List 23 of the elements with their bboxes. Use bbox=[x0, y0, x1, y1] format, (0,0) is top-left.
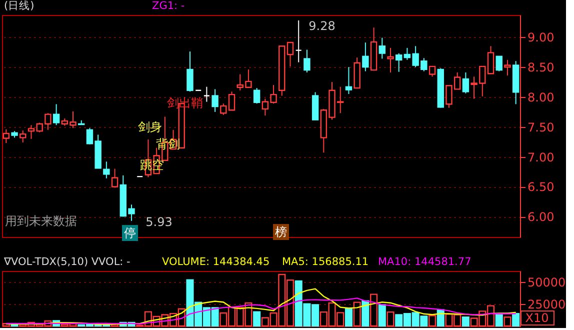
annotation: 停 bbox=[124, 226, 136, 240]
text: VOLUME: 144384.45 bbox=[162, 256, 270, 268]
annotation: 9.28 bbox=[308, 19, 336, 33]
annotation: 榜 bbox=[275, 225, 287, 239]
text: MA10: 144581.77 bbox=[378, 256, 472, 268]
annotation: 用到未来数据 bbox=[5, 214, 77, 228]
y-tick-label: 50000 bbox=[528, 276, 566, 290]
y-tick-label: 6.50 bbox=[528, 180, 554, 194]
annotation: 5.93 bbox=[146, 215, 172, 229]
y-tick-label: 7.50 bbox=[528, 120, 554, 134]
y-tick-label: 9.00 bbox=[528, 30, 554, 45]
annotation: 剑出鞘 bbox=[167, 96, 203, 110]
y-tick-label: 8.50 bbox=[528, 60, 554, 75]
y-tick-label: 8.00 bbox=[528, 90, 554, 104]
y-tick-label: 6.00 bbox=[528, 210, 554, 224]
annotation: 剑身 bbox=[138, 120, 162, 134]
text: MA5: 156885.11 bbox=[282, 256, 369, 268]
y-tick-label: 25000 bbox=[528, 298, 566, 312]
chart-title: (日线) bbox=[4, 0, 34, 12]
text: X10 bbox=[525, 311, 549, 325]
chart-subtitle: ZG1: - bbox=[152, 0, 185, 12]
y-tick-label: 7.00 bbox=[528, 150, 554, 164]
chart-title: ∇VOL-TDX(5,10) VVOL: - bbox=[3, 256, 131, 268]
